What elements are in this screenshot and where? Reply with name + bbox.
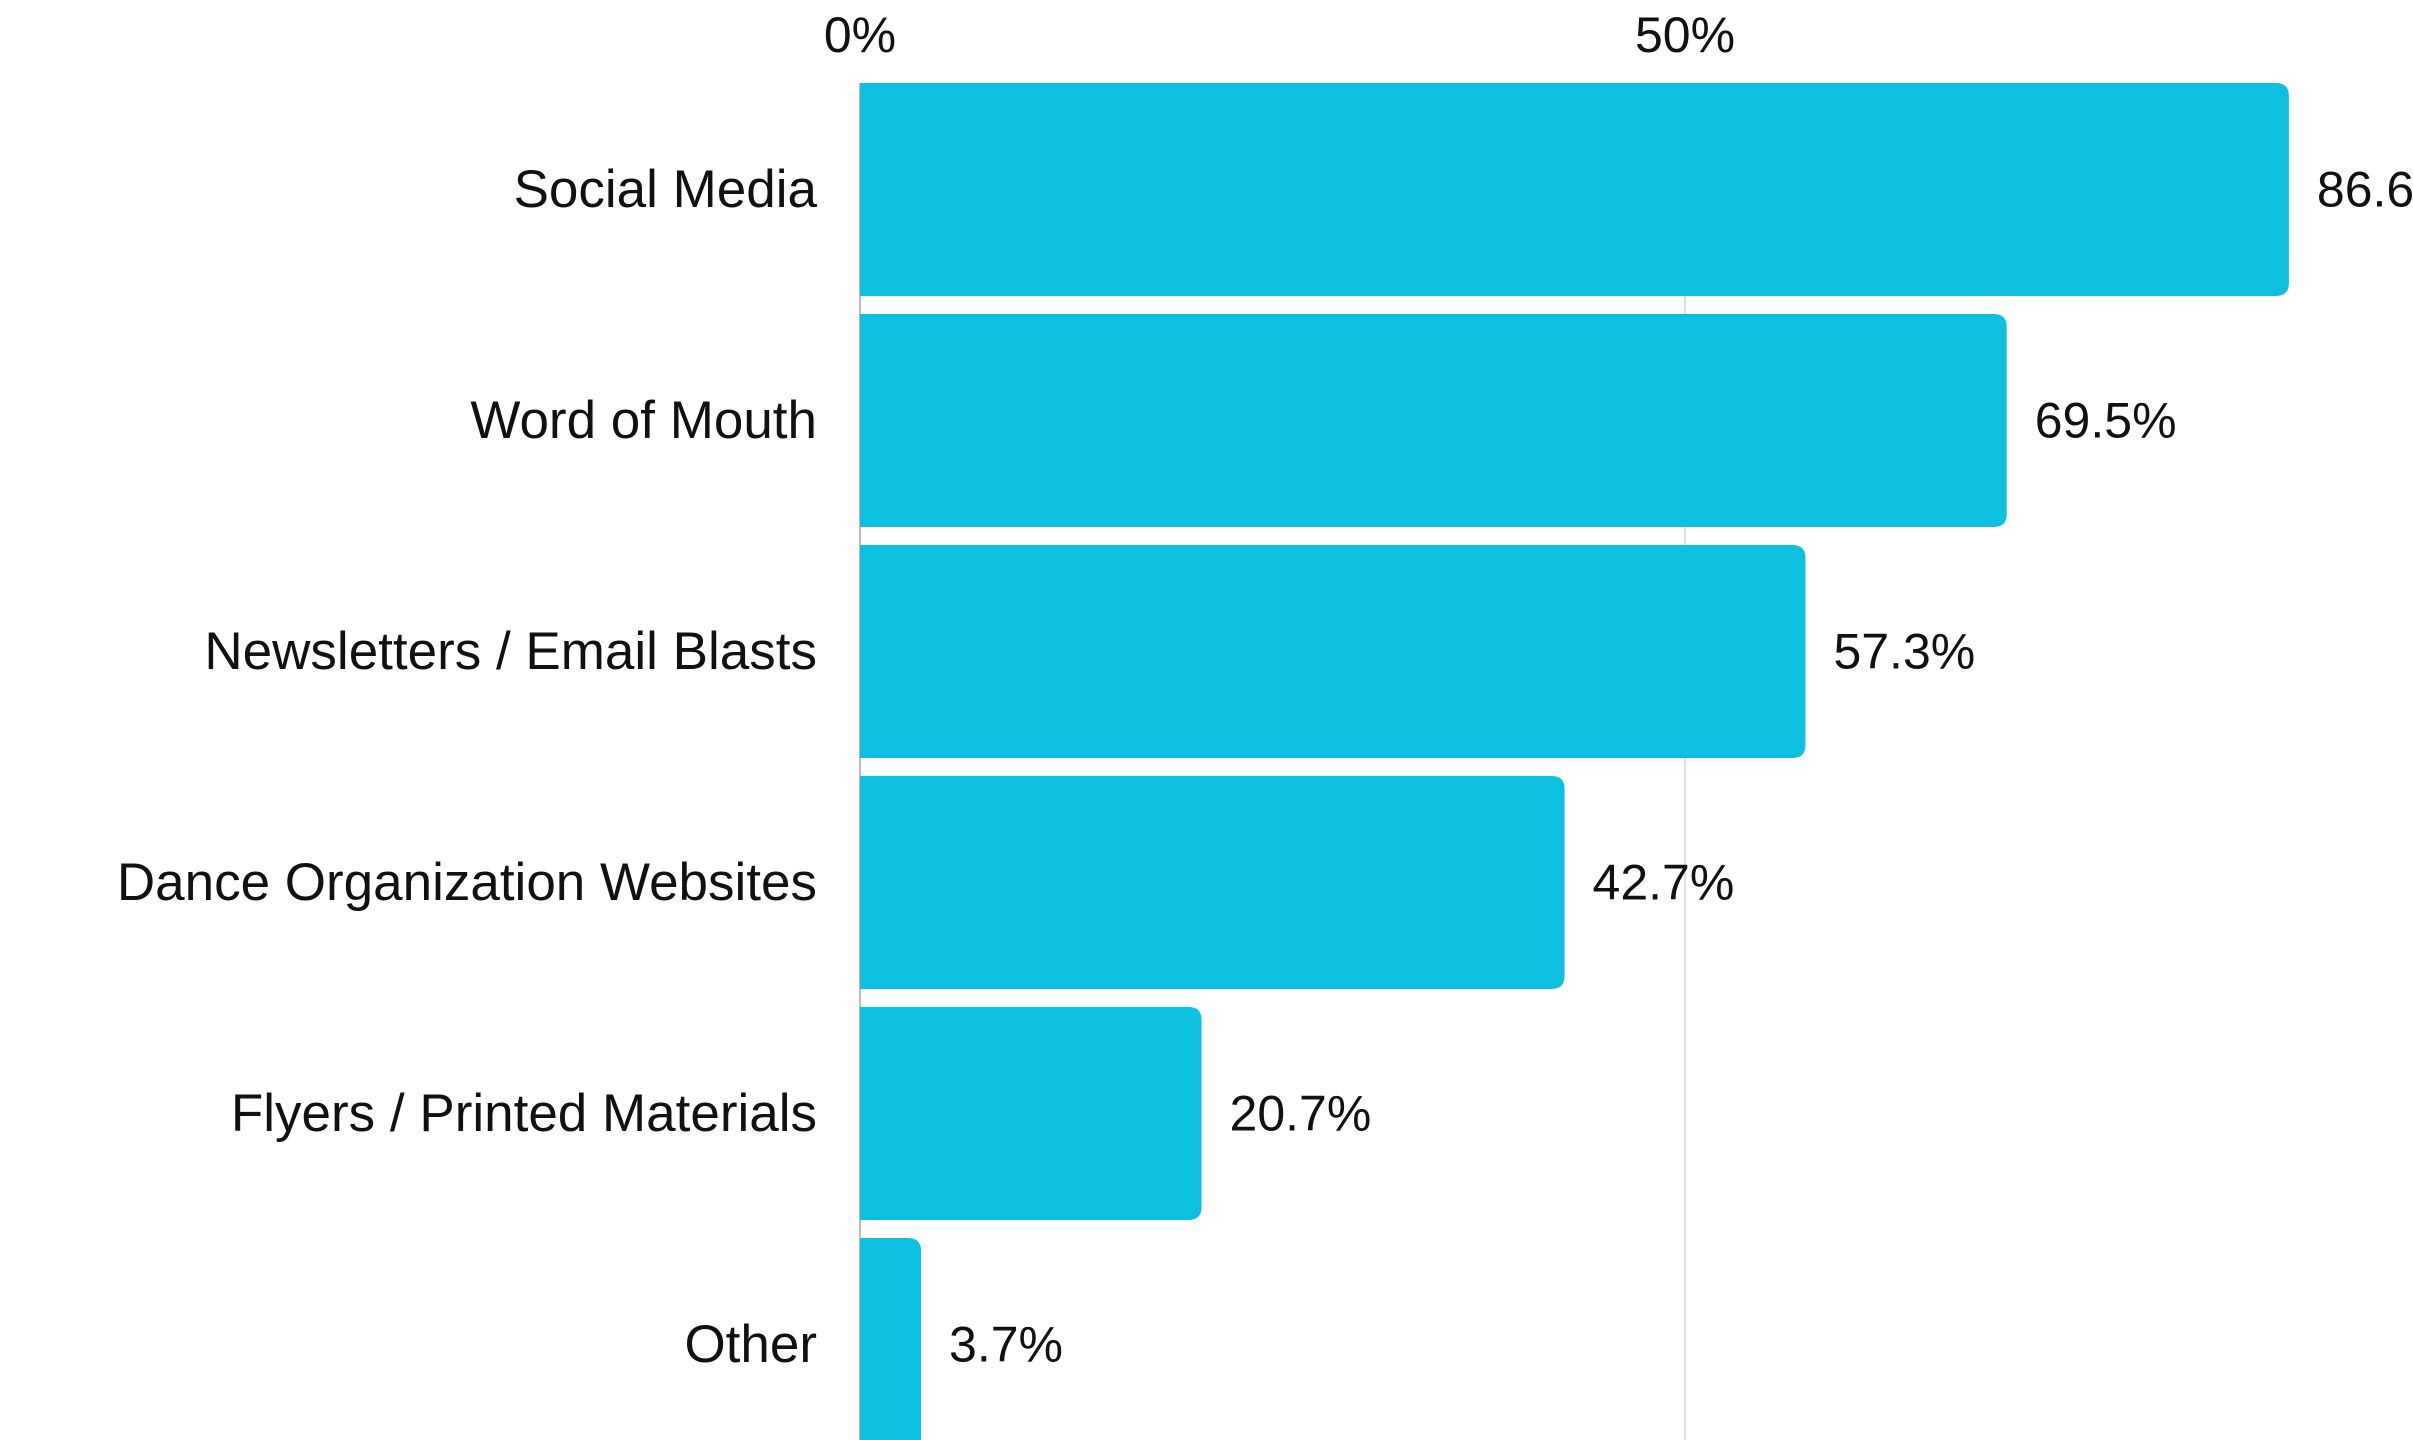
labels: 0% 50% Social Media 86.6% Word of Mouth 69.5%… xyxy=(117,7,2413,1374)
value-label: 86.6% xyxy=(2317,162,2413,218)
bar xyxy=(860,776,1565,989)
category-label: Social Media xyxy=(514,160,818,219)
category-label: Flyers / Printed Materials xyxy=(231,1084,817,1143)
category-label: Word of Mouth xyxy=(470,391,817,450)
x-tick-label: 50% xyxy=(1635,7,1735,63)
x-tick-label: 0% xyxy=(824,7,896,63)
bar xyxy=(860,314,2007,527)
bar xyxy=(860,1238,922,1440)
bar xyxy=(860,545,1806,758)
category-label: Dance Organization Websites xyxy=(117,853,817,912)
value-label: 42.7% xyxy=(1593,855,1735,911)
bar xyxy=(860,1007,1202,1220)
bar xyxy=(860,83,2289,296)
value-label: 3.7% xyxy=(949,1317,1063,1373)
category-label: Other xyxy=(684,1315,817,1374)
value-label: 69.5% xyxy=(2035,393,2177,449)
bars xyxy=(860,83,2289,1440)
category-label: Newsletters / Email Blasts xyxy=(204,622,817,681)
value-label: 20.7% xyxy=(1230,1086,1372,1142)
value-label: 57.3% xyxy=(1833,624,1975,680)
